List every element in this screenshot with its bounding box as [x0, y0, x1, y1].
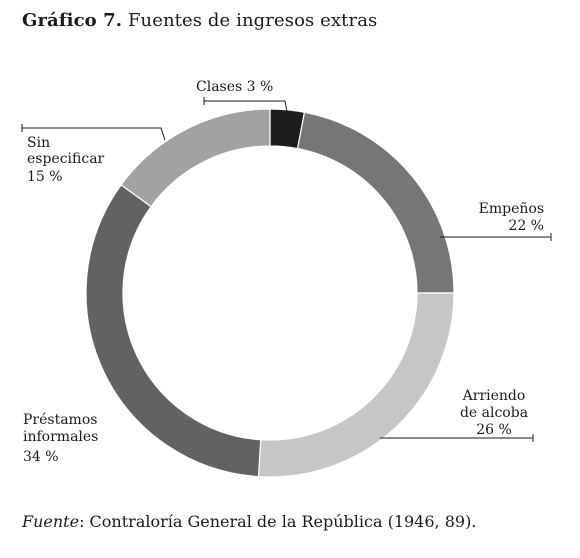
- slice-label-prestamos-informales: Préstamos informales 34 %: [23, 412, 98, 465]
- slice-empenos: [296, 111, 455, 294]
- source-text: : Contraloría General de la República (1…: [79, 512, 477, 531]
- figure-number: Gráfico 7.: [22, 10, 123, 31]
- leader-line-sin-especificar: [22, 127, 166, 141]
- slice-arriendo-de-alcoba: [257, 292, 455, 478]
- figure-title-text: Fuentes de ingresos extras: [127, 10, 378, 31]
- chart-title: Gráfico 7. Fuentes de ingresos extras: [22, 10, 377, 31]
- slice-label-line-sin-especificar: Sin: [27, 135, 50, 151]
- slice-label-line-prestamos-informales: informales: [23, 429, 98, 445]
- slice-value-sin-especificar: 15 %: [27, 169, 63, 185]
- slice-sin-especificar: [120, 108, 271, 208]
- slice-label-line-sin-especificar: especificar: [27, 151, 105, 167]
- slice-value-prestamos-informales: 34 %: [23, 449, 59, 465]
- slice-label-line-arriendo-de-alcoba: de alcoba: [460, 405, 528, 421]
- slice-label-line-prestamos-informales: Préstamos: [23, 412, 97, 428]
- leader-line-clases: [204, 100, 288, 113]
- slice-label-line-arriendo-de-alcoba: Arriendo: [462, 388, 526, 404]
- slice-label-sin-especificar: Sin especificar 15 %: [27, 135, 105, 185]
- slice-value-empenos: 22 %: [508, 218, 544, 234]
- slices-group: [85, 108, 455, 478]
- slice-label-empenos: Empeños 22 %: [479, 201, 544, 234]
- slice-value-arriendo-de-alcoba: 26 %: [476, 422, 512, 438]
- source-label: Fuente: [22, 512, 80, 531]
- slice-label-arriendo-de-alcoba: Arriendo de alcoba 26 %: [460, 388, 528, 438]
- slice-prestamos-informales: [85, 184, 262, 478]
- slice-label-line-empenos: Empeños: [479, 201, 544, 217]
- source-note: Fuente: Contraloría General de la Repúbl…: [22, 512, 476, 531]
- leader-lines-group: [21, 97, 552, 442]
- slice-label-clases: Clases 3 %: [196, 79, 273, 95]
- labels-group: Clases 3 % Empeños 22 % Arriendo de alcoba 26…: [23, 79, 544, 465]
